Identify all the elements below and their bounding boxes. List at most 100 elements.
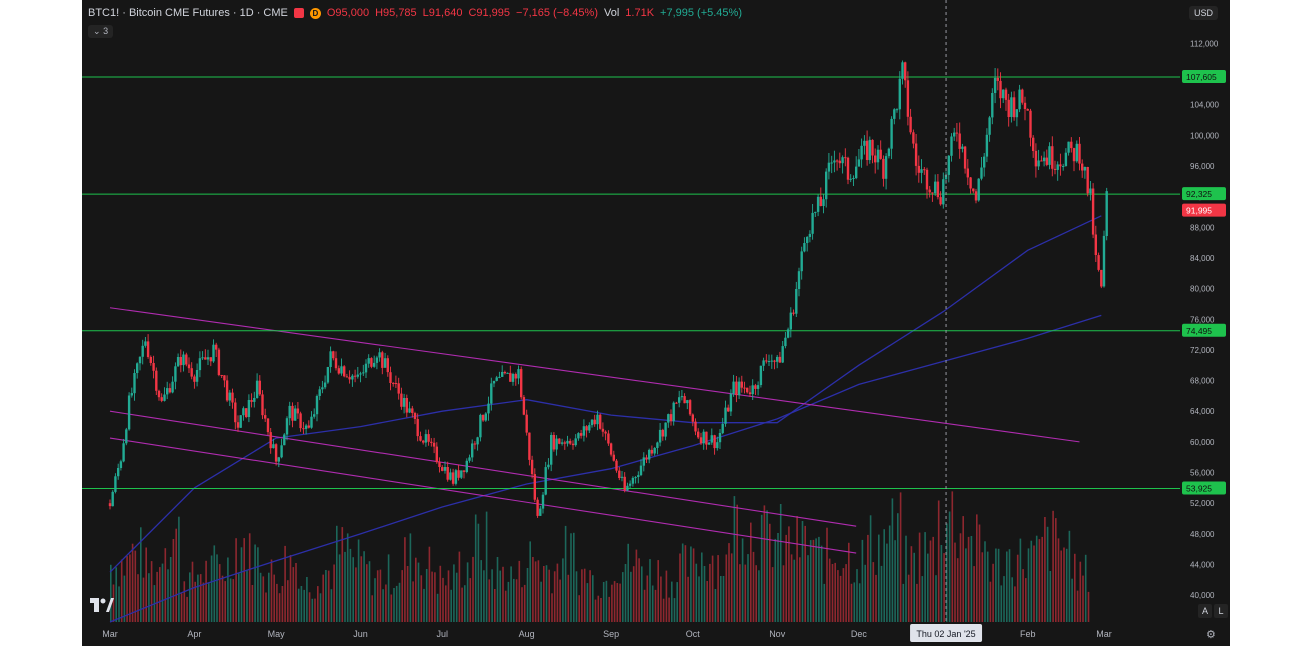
y-tick-label: 112,000 [1190,39,1219,48]
volume-bar [924,532,926,622]
candle-body [441,467,444,471]
volume-bar [771,567,774,622]
ohlc-open: O95,000 [326,7,370,19]
volume-bar [834,562,836,622]
volume-bar [573,532,575,622]
volume-bar [404,537,406,622]
indicator-toggle[interactable]: ⌄ 3 [88,25,114,38]
candle-body [313,414,316,417]
volume-bar [499,570,501,622]
candle-body [841,157,844,164]
volume-bar [594,599,597,622]
volume-bar [845,564,847,622]
volume-bar [913,552,915,622]
volume-bar [766,510,768,622]
candle-body [1070,141,1073,149]
volume-bar [1046,526,1049,622]
candle-body [195,370,199,382]
y-tick-label: 64,000 [1190,407,1215,416]
volume-bar [1063,547,1065,622]
candle-body [762,360,765,366]
candle-body [462,470,466,472]
volume-bar [1008,549,1011,622]
currency-selector[interactable]: USD [1188,6,1218,20]
volume-bar [796,516,798,622]
candle-body [688,400,692,415]
gear-icon[interactable]: ⚙ [1206,629,1216,641]
candle-body [849,178,852,180]
candle-body [427,434,430,442]
candle-body [865,140,869,160]
volume-bar [161,563,164,622]
volume-bar [289,555,292,622]
candle-body [321,387,324,390]
candle-body [166,388,169,395]
volume-bar [415,557,417,622]
candle-body [261,394,264,416]
candle-body [451,472,455,484]
symbol-title[interactable]: BTC1! · Bitcoin CME Futures · 1D · CME [88,7,288,19]
volume-bar [543,566,545,622]
volume-bar [251,585,254,622]
candle-body [171,381,174,393]
volume-bar [504,590,507,622]
volume-bar [218,564,221,622]
volume-bar [943,553,945,622]
candle-body [294,408,297,421]
volume-bar [747,554,749,622]
candle-body [912,132,915,144]
y-tick-label: 52,000 [1190,499,1215,508]
candle-body [759,365,763,385]
candle-body [533,474,536,500]
candle-body [800,251,803,272]
candle-body [1081,163,1084,171]
candle-body [928,189,931,193]
candle-body [737,381,741,396]
candle-body [419,436,422,441]
flag-icon[interactable] [293,8,304,18]
candle-body [296,408,300,414]
candle-body [942,179,945,205]
volume-bar [477,523,480,622]
volume-bar [818,536,820,622]
candle-body [596,414,599,425]
x-tick-label: Mar [1096,629,1112,639]
level-price-tag [1182,481,1226,495]
candle-body [522,397,526,415]
volume-bar [300,586,303,622]
candle-body [373,362,376,367]
volume-bar [1082,575,1084,622]
candle-body [291,405,294,421]
tradingview-logo[interactable] [90,598,114,612]
candle-body [947,155,950,175]
candle-body [656,442,659,448]
volume-bar [1055,518,1057,622]
candle-body [536,499,539,516]
candle-body [776,356,779,362]
candle-body [1097,255,1100,270]
volume-bar [363,551,365,622]
volume-bar [232,579,235,622]
volume-bar [976,514,978,622]
price-chart[interactable]: 112,000108,000104,000100,00096,00092,000… [82,0,1230,646]
candle-body [220,375,223,376]
volume-bar [856,569,858,622]
volume-bar [611,584,613,622]
candle-body [144,341,147,346]
y-tick-label: 80,000 [1190,285,1215,294]
volume-bar [142,577,145,622]
volume-bar [638,558,640,622]
candle-body [234,402,237,423]
log-scale-button[interactable]: L [1214,604,1228,618]
candle-body [443,467,447,471]
candle-body [585,426,588,431]
volume-bar [589,570,591,622]
candle-body [457,470,460,478]
candle-body [449,472,452,480]
auto-scale-button[interactable]: A [1198,604,1212,618]
volume-bar [788,526,790,622]
candle-body [468,457,471,461]
candle-body [626,485,629,491]
candle-body [931,192,934,194]
volume-bar [287,580,289,622]
